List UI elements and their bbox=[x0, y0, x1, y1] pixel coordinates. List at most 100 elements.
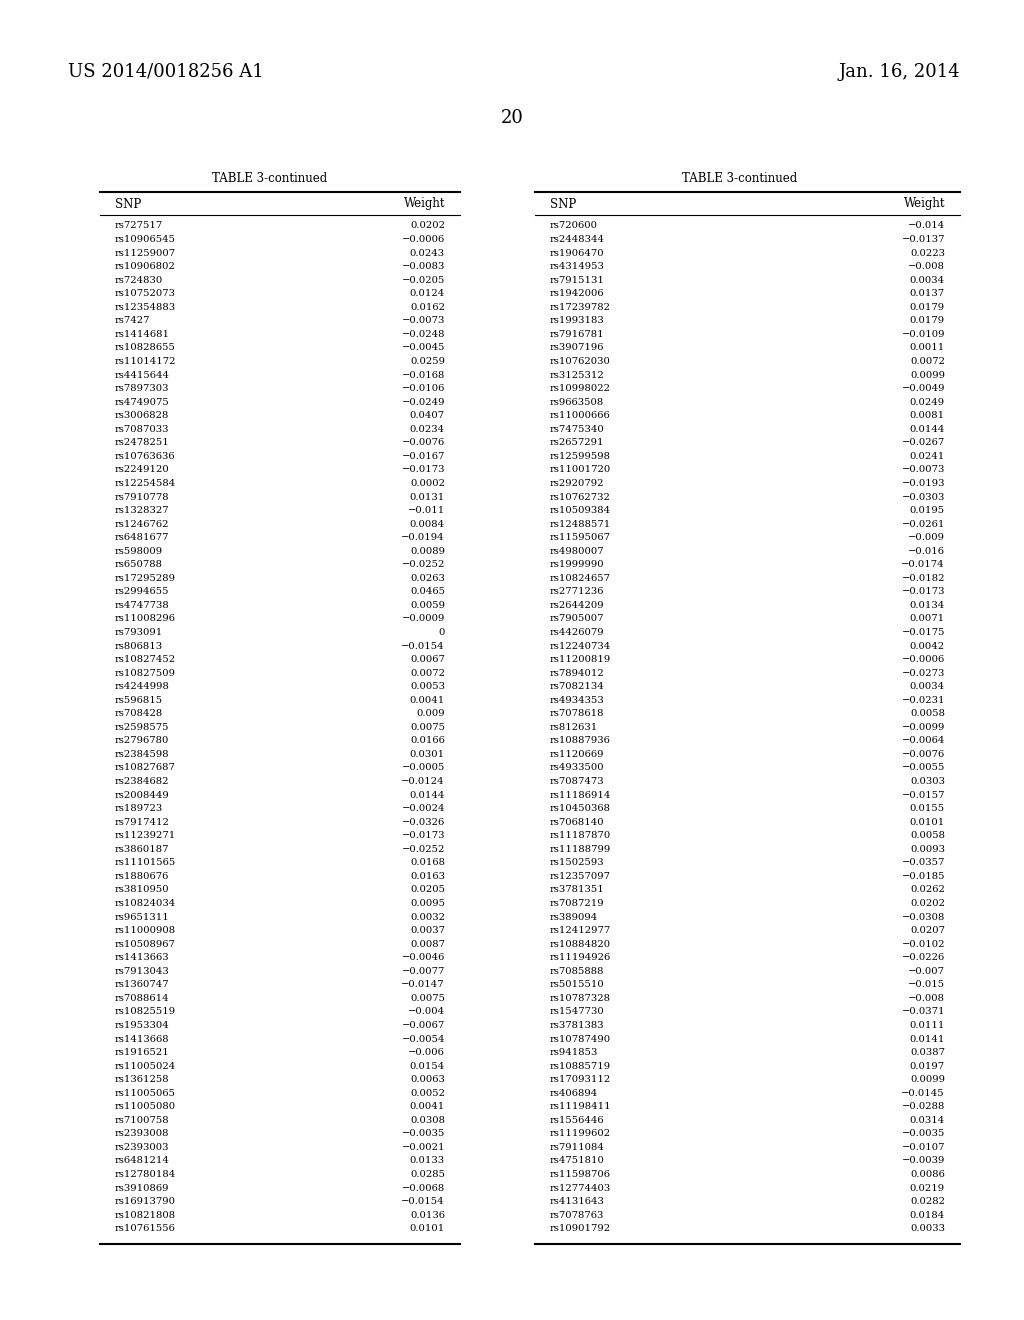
Text: rs7087219: rs7087219 bbox=[550, 899, 604, 908]
Text: 0.0314: 0.0314 bbox=[909, 1115, 945, 1125]
Text: rs11187870: rs11187870 bbox=[550, 832, 611, 841]
Text: rs17093112: rs17093112 bbox=[550, 1076, 611, 1084]
Text: rs11259007: rs11259007 bbox=[115, 248, 176, 257]
Text: rs650788: rs650788 bbox=[115, 560, 163, 569]
Text: rs2393008: rs2393008 bbox=[115, 1130, 170, 1138]
Text: 0.0063: 0.0063 bbox=[411, 1076, 445, 1084]
Text: rs10827509: rs10827509 bbox=[115, 669, 176, 677]
Text: 0.0179: 0.0179 bbox=[910, 302, 945, 312]
Text: Jan. 16, 2014: Jan. 16, 2014 bbox=[839, 63, 961, 81]
Text: rs720600: rs720600 bbox=[550, 222, 598, 231]
Text: −0.0049: −0.0049 bbox=[901, 384, 945, 393]
Text: rs3781351: rs3781351 bbox=[550, 886, 605, 895]
Text: −0.0173: −0.0173 bbox=[901, 587, 945, 597]
Text: rs3907196: rs3907196 bbox=[550, 343, 604, 352]
Text: Weight: Weight bbox=[403, 198, 445, 210]
Text: rs2478251: rs2478251 bbox=[115, 438, 170, 447]
Text: rs11005024: rs11005024 bbox=[115, 1061, 176, 1071]
Text: rs1999990: rs1999990 bbox=[550, 560, 604, 569]
Text: −0.0173: −0.0173 bbox=[401, 832, 445, 841]
Text: rs7910778: rs7910778 bbox=[115, 492, 170, 502]
Text: rs10509384: rs10509384 bbox=[550, 506, 611, 515]
Text: rs10825519: rs10825519 bbox=[115, 1007, 176, 1016]
Text: 0.0067: 0.0067 bbox=[411, 655, 445, 664]
Text: −0.0076: −0.0076 bbox=[902, 750, 945, 759]
Text: rs4749075: rs4749075 bbox=[115, 397, 170, 407]
Text: −0.0035: −0.0035 bbox=[401, 1130, 445, 1138]
Text: 0.0037: 0.0037 bbox=[410, 927, 445, 935]
Text: −0.0303: −0.0303 bbox=[901, 492, 945, 502]
Text: rs7427: rs7427 bbox=[115, 317, 151, 325]
Text: −0.0174: −0.0174 bbox=[901, 560, 945, 569]
Text: 0.0308: 0.0308 bbox=[410, 1115, 445, 1125]
Text: rs4131643: rs4131643 bbox=[550, 1197, 605, 1206]
Text: rs9651311: rs9651311 bbox=[115, 912, 170, 921]
Text: −0.0308: −0.0308 bbox=[901, 912, 945, 921]
Text: −0.0109: −0.0109 bbox=[901, 330, 945, 339]
Text: rs2771236: rs2771236 bbox=[550, 587, 604, 597]
Text: 0.0137: 0.0137 bbox=[910, 289, 945, 298]
Text: 0.0234: 0.0234 bbox=[410, 425, 445, 434]
Text: −0.004: −0.004 bbox=[408, 1007, 445, 1016]
Text: rs12599598: rs12599598 bbox=[550, 451, 611, 461]
Text: −0.0055: −0.0055 bbox=[901, 763, 945, 772]
Text: −0.0035: −0.0035 bbox=[901, 1130, 945, 1138]
Text: rs11595067: rs11595067 bbox=[550, 533, 611, 543]
Text: 0.0154: 0.0154 bbox=[410, 1061, 445, 1071]
Text: rs1414681: rs1414681 bbox=[115, 330, 170, 339]
Text: −0.0124: −0.0124 bbox=[401, 777, 445, 785]
Text: rs11239271: rs11239271 bbox=[115, 832, 176, 841]
Text: rs941853: rs941853 bbox=[550, 1048, 598, 1057]
Text: rs7087473: rs7087473 bbox=[550, 777, 604, 785]
Text: 0.0155: 0.0155 bbox=[910, 804, 945, 813]
Text: −0.011: −0.011 bbox=[408, 506, 445, 515]
Text: rs1942006: rs1942006 bbox=[550, 289, 604, 298]
Text: rs7894012: rs7894012 bbox=[550, 669, 605, 677]
Text: 0.0162: 0.0162 bbox=[410, 302, 445, 312]
Text: rs2994655: rs2994655 bbox=[115, 587, 170, 597]
Text: rs5015510: rs5015510 bbox=[550, 981, 605, 989]
Text: rs10763636: rs10763636 bbox=[115, 451, 176, 461]
Text: rs708428: rs708428 bbox=[115, 709, 163, 718]
Text: TABLE 3-continued: TABLE 3-continued bbox=[212, 172, 328, 185]
Text: 0.0075: 0.0075 bbox=[410, 723, 445, 731]
Text: 0.0263: 0.0263 bbox=[411, 574, 445, 583]
Text: rs2796780: rs2796780 bbox=[115, 737, 169, 746]
Text: −0.0252: −0.0252 bbox=[401, 845, 445, 854]
Text: −0.0009: −0.0009 bbox=[401, 614, 445, 623]
Text: 0.0163: 0.0163 bbox=[410, 873, 445, 880]
Text: rs4751810: rs4751810 bbox=[550, 1156, 605, 1166]
Text: 0.0058: 0.0058 bbox=[910, 709, 945, 718]
Text: TABLE 3-continued: TABLE 3-continued bbox=[682, 172, 798, 185]
Text: rs1953304: rs1953304 bbox=[115, 1020, 170, 1030]
Text: 0.0465: 0.0465 bbox=[410, 587, 445, 597]
Text: −0.0168: −0.0168 bbox=[401, 371, 445, 380]
Text: rs10508967: rs10508967 bbox=[115, 940, 176, 949]
Text: rs10887936: rs10887936 bbox=[550, 737, 611, 746]
Text: SNP: SNP bbox=[550, 198, 577, 210]
Text: −0.0226: −0.0226 bbox=[902, 953, 945, 962]
Text: 0.0262: 0.0262 bbox=[910, 886, 945, 895]
Text: −0.0248: −0.0248 bbox=[401, 330, 445, 339]
Text: rs2393003: rs2393003 bbox=[115, 1143, 170, 1152]
Text: rs2384682: rs2384682 bbox=[115, 777, 170, 785]
Text: 0.0034: 0.0034 bbox=[910, 682, 945, 692]
Text: 0.0285: 0.0285 bbox=[410, 1170, 445, 1179]
Text: rs4747738: rs4747738 bbox=[115, 601, 170, 610]
Text: 0.0072: 0.0072 bbox=[910, 356, 945, 366]
Text: 0.0205: 0.0205 bbox=[410, 886, 445, 895]
Text: 0.0095: 0.0095 bbox=[410, 899, 445, 908]
Text: rs189723: rs189723 bbox=[115, 804, 163, 813]
Text: −0.016: −0.016 bbox=[908, 546, 945, 556]
Text: −0.0205: −0.0205 bbox=[401, 276, 445, 285]
Text: 0.0131: 0.0131 bbox=[410, 492, 445, 502]
Text: rs11188799: rs11188799 bbox=[550, 845, 611, 854]
Text: rs7088614: rs7088614 bbox=[115, 994, 170, 1003]
Text: 0.0041: 0.0041 bbox=[410, 1102, 445, 1111]
Text: rs9663508: rs9663508 bbox=[550, 397, 604, 407]
Text: rs4933500: rs4933500 bbox=[550, 763, 604, 772]
Text: −0.0107: −0.0107 bbox=[901, 1143, 945, 1152]
Text: rs1361258: rs1361258 bbox=[115, 1076, 170, 1084]
Text: 0.0259: 0.0259 bbox=[410, 356, 445, 366]
Text: rs12774403: rs12774403 bbox=[550, 1184, 611, 1192]
